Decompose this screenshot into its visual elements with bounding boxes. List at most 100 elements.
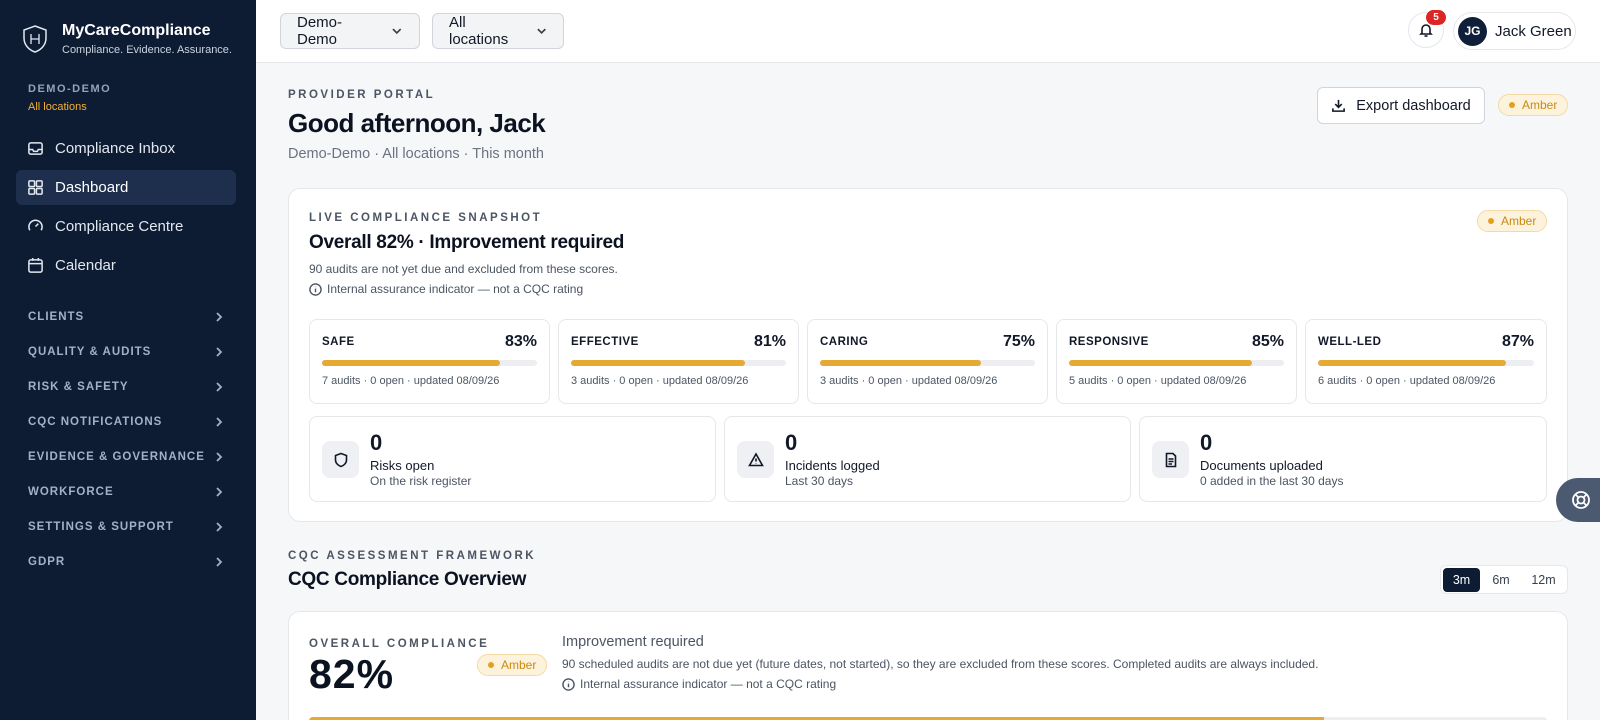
dashboard-icon xyxy=(28,180,43,195)
domain-progress-fill xyxy=(1318,360,1506,366)
domain-card-effective[interactable]: EFFECTIVE 81% 3 audits · 0 open · update… xyxy=(558,319,799,404)
calendar-icon xyxy=(28,257,43,273)
domain-label: SAFE xyxy=(322,336,355,348)
brand-name: MyCareCompliance xyxy=(62,22,211,39)
nav-group-label: SETTINGS & SUPPORT xyxy=(28,520,174,533)
range-6m-button[interactable]: 6m xyxy=(1492,572,1510,587)
status-dot-icon xyxy=(1509,102,1515,108)
domain-card-safe[interactable]: SAFE 83% 7 audits · 0 open · updated 08/… xyxy=(309,319,550,404)
chevron-right-icon xyxy=(216,556,223,567)
org-location: All locations xyxy=(28,101,87,113)
nav-group-settings-support[interactable]: SETTINGS & SUPPORT xyxy=(28,509,224,544)
metric-value: 0 xyxy=(1200,430,1213,455)
metric-label: Incidents logged xyxy=(785,458,880,473)
org-select-value: Demo-Demo xyxy=(297,14,343,48)
domain-progress-track xyxy=(571,360,786,366)
overall-percentage: 82% xyxy=(309,651,395,697)
snapshot-eyebrow: LIVE COMPLIANCE SNAPSHOT xyxy=(309,212,543,224)
export-dashboard-button[interactable]: Export dashboard xyxy=(1317,87,1485,124)
nav-item-calendar[interactable]: Calendar xyxy=(16,248,236,283)
nav-group-gdpr[interactable]: GDPR xyxy=(28,544,224,579)
domain-card-responsive[interactable]: RESPONSIVE 85% 5 audits · 0 open · updat… xyxy=(1056,319,1297,404)
domain-percentage: 75% xyxy=(1002,333,1035,350)
domain-progress-track xyxy=(820,360,1035,366)
status-badge-label: Amber xyxy=(1501,214,1537,228)
domain-progress-fill xyxy=(820,360,982,366)
chevron-right-icon xyxy=(216,486,223,497)
status-dot-icon xyxy=(488,662,494,668)
user-menu[interactable]: JG Jack Green xyxy=(1453,12,1576,50)
snapshot-note: 90 audits are not yet due and excluded f… xyxy=(309,262,618,276)
metric-icon-box xyxy=(1152,441,1189,478)
nav-group-quality-audits[interactable]: QUALITY & AUDITS xyxy=(28,334,224,369)
nav-group-label: QUALITY & AUDITS xyxy=(28,345,152,358)
nav-item-label: Dashboard xyxy=(55,179,129,196)
nav-group-workforce[interactable]: WORKFORCE xyxy=(28,474,224,509)
export-button-label: Export dashboard xyxy=(1356,97,1471,114)
nav-group-label: CLIENTS xyxy=(28,310,85,323)
range-3m-button[interactable]: 3m xyxy=(1443,567,1480,592)
range-12m-button[interactable]: 12m xyxy=(1531,572,1556,587)
brand[interactable]: MyCareCompliance Compliance. Evidence. A… xyxy=(22,22,232,56)
nav-group-label: EVIDENCE & GOVERNANCE xyxy=(28,450,205,463)
domain-card-caring[interactable]: CARING 75% 3 audits · 0 open · updated 0… xyxy=(807,319,1048,404)
nav-group-evidence-governance[interactable]: EVIDENCE & GOVERNANCE xyxy=(28,439,224,474)
location-select[interactable]: All locations xyxy=(432,13,564,49)
domain-label: CARING xyxy=(820,336,869,348)
metric-card-documents[interactable]: 0 Documents uploaded 0 added in the last… xyxy=(1139,416,1547,502)
metric-card-risks[interactable]: 0 Risks open On the risk register xyxy=(309,416,716,502)
snapshot-title: Overall 82% · Improvement required xyxy=(309,232,625,253)
nav-group-clients[interactable]: CLIENTS xyxy=(28,299,224,334)
user-name: Jack Green xyxy=(1495,22,1572,40)
domain-progress-track xyxy=(1318,360,1534,366)
metric-card-incidents[interactable]: 0 Incidents logged Last 30 days xyxy=(724,416,1131,502)
help-button[interactable] xyxy=(1556,478,1600,522)
page-context: Demo-Demo · All locations · This month xyxy=(288,146,544,162)
domain-meta: 7 audits · 0 open · updated 08/09/26 xyxy=(322,375,500,387)
snapshot-status-badge: Amber xyxy=(1477,210,1548,232)
nav-item-compliance-inbox[interactable]: Compliance Inbox xyxy=(16,131,236,166)
nav-group-risk-safety[interactable]: RISK & SAFETY xyxy=(28,369,224,404)
info-icon xyxy=(562,677,575,691)
chevron-right-icon xyxy=(216,521,223,532)
domain-progress-fill xyxy=(571,360,746,366)
status-badge-label: Amber xyxy=(501,658,537,672)
domain-progress-track xyxy=(1069,360,1284,366)
nav-item-compliance-centre[interactable]: Compliance Centre xyxy=(16,209,236,244)
metric-value: 0 xyxy=(785,430,798,455)
nav-group-label: WORKFORCE xyxy=(28,485,114,498)
gauge-icon xyxy=(28,219,43,231)
org-select[interactable]: Demo-Demo xyxy=(280,13,420,49)
chevron-right-icon xyxy=(216,416,223,427)
domain-label: EFFECTIVE xyxy=(571,336,639,348)
inbox-icon xyxy=(28,142,43,155)
overall-info-text: Internal assurance indicator — not a CQC… xyxy=(580,677,837,691)
domain-card-well-led[interactable]: WELL-LED 87% 6 audits · 0 open · updated… xyxy=(1305,319,1547,404)
nav-group-label: GDPR xyxy=(28,555,66,568)
status-badge-label: Amber xyxy=(1522,98,1558,112)
snapshot-info-text: Internal assurance indicator — not a CQC… xyxy=(327,282,584,296)
nav-item-label: Compliance Centre xyxy=(55,218,184,235)
overall-note: 90 scheduled audits are not due yet (fut… xyxy=(562,657,1319,671)
warning-icon xyxy=(747,451,764,466)
document-icon xyxy=(1165,452,1176,467)
nav-item-dashboard[interactable]: Dashboard xyxy=(16,170,236,205)
shield-logo-icon xyxy=(23,25,47,53)
location-select-value: All locations xyxy=(449,14,509,48)
domain-percentage: 83% xyxy=(504,333,537,350)
lifebuoy-icon xyxy=(1572,491,1590,509)
chevron-right-icon xyxy=(216,311,223,322)
chevron-right-icon xyxy=(216,346,223,357)
status-badge: Amber xyxy=(1498,94,1569,116)
nav-item-label: Compliance Inbox xyxy=(55,140,176,157)
nav-group-cqc-notifications[interactable]: CQC NOTIFICATIONS xyxy=(28,404,224,439)
overall-info: Internal assurance indicator — not a CQC… xyxy=(562,677,836,691)
metric-label: Documents uploaded xyxy=(1200,458,1323,473)
overall-progress-track xyxy=(309,717,1547,720)
snapshot-info: Internal assurance indicator — not a CQC… xyxy=(309,282,583,296)
overall-status-badge: Amber xyxy=(477,654,548,676)
framework-eyebrow: CQC ASSESSMENT FRAMEWORK xyxy=(288,550,537,562)
avatar: JG xyxy=(1458,16,1487,46)
domain-label: RESPONSIVE xyxy=(1069,336,1149,348)
domain-percentage: 85% xyxy=(1251,333,1284,350)
